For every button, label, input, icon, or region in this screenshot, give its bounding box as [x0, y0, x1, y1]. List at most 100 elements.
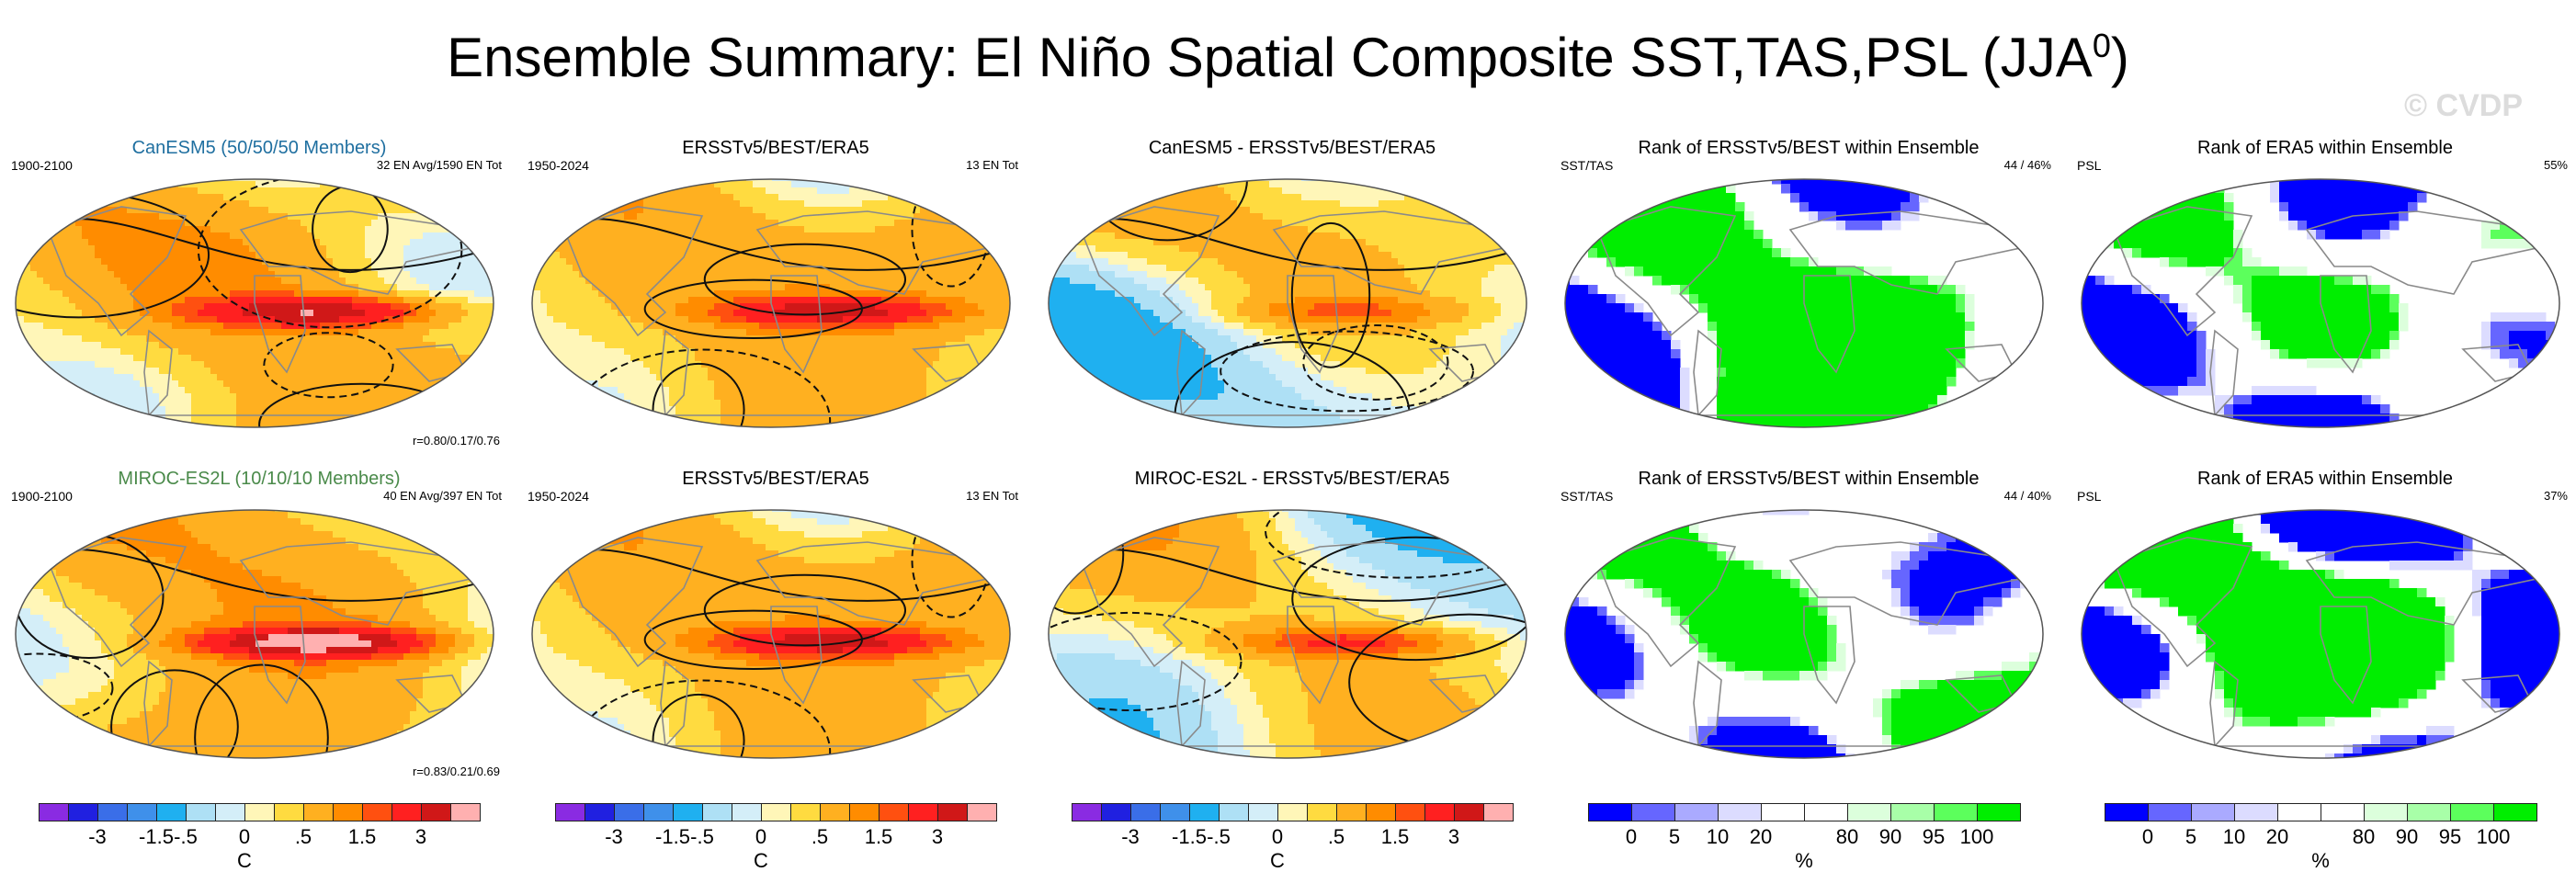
colorbar-tick-label: 80: [1836, 825, 1858, 849]
panel-count-label: 44 / 40%: [2004, 489, 2051, 503]
colorbar-tick-label: 0: [239, 825, 250, 849]
colorbar-tick-label: 95: [2439, 825, 2461, 849]
colorbar-swatch: [1190, 804, 1220, 821]
colorbar-swatch: [674, 804, 703, 821]
colorbar: -3 -1.5 -.5 0 .5 1.5 3 C: [39, 803, 481, 886]
colorbar: 0 5 10 20 80 90 95 100%: [2105, 803, 2546, 886]
colorbar-swatch: [1249, 804, 1278, 821]
colorbar-swatch: [1396, 804, 1425, 821]
map-panel: Rank of ERA5 within Ensemble PSL 37%: [2077, 469, 2573, 790]
colorbar-boxes: [555, 803, 997, 821]
colorbar-swatch: [1484, 804, 1513, 821]
colorbar-swatch: [762, 804, 791, 821]
map-panel: MIROC-ES2L - ERSSTv5/BEST/ERA5: [1044, 469, 1540, 790]
colorbar-swatch: [1072, 804, 1102, 821]
colorbar-tick-label: 100: [2477, 825, 2511, 849]
panel-correlation-label: r=0.80/0.17/0.76: [413, 434, 500, 448]
colorbar-swatch: [1719, 804, 1762, 821]
panel-period-label: 1900-2100: [11, 489, 73, 504]
panel-count-label: 32 EN Avg/1590 EN Tot: [377, 158, 502, 172]
colorbar: -3 -1.5 -.5 0 .5 1.5 3 C: [555, 803, 997, 886]
colorbar-swatch: [1278, 804, 1308, 821]
panel-period-label: SST/TAS: [1560, 158, 1613, 173]
panel-period-label: 1950-2024: [528, 158, 589, 173]
colorbar-tick-label: 10: [2223, 825, 2245, 849]
colorbar-tick-label: 3: [415, 825, 426, 849]
colorbar-tick-label: 1.5: [348, 825, 377, 849]
colorbar-swatch: [2494, 804, 2536, 821]
colorbar-tick-label: 10: [1707, 825, 1729, 849]
colorbar-tick-label: 0: [1626, 825, 1637, 849]
colorbar-swatch: [1805, 804, 1848, 821]
colorbar-swatch: [968, 804, 996, 821]
colorbar-swatch: [703, 804, 732, 821]
colorbar-swatch: [1455, 804, 1484, 821]
colorbar-tick-label: -3: [88, 825, 107, 849]
colorbar-tick-label: -.5: [690, 825, 714, 849]
colorbar: 0 5 10 20 80 90 95 100%: [1588, 803, 2029, 886]
colorbar-swatch: [334, 804, 363, 821]
colorbar-swatch: [2149, 804, 2192, 821]
colorbar-swatch: [791, 804, 821, 821]
colorbar-swatch: [732, 804, 762, 821]
panel-title: MIROC-ES2L - ERSSTv5/BEST/ERA5: [1044, 469, 1540, 490]
colorbar-boxes: [1072, 803, 1514, 821]
colorbar-swatch: [216, 804, 245, 821]
colorbar-swatch: [363, 804, 392, 821]
colorbar-tick-label: 3: [1448, 825, 1459, 849]
colorbar-tick-label: -1.5: [1172, 825, 1207, 849]
colorbar-tick-label: 5: [1669, 825, 1680, 849]
colorbar-swatch: [1161, 804, 1190, 821]
colorbar-boxes: [2105, 803, 2537, 821]
colorbar-unit-label: %: [1795, 849, 1813, 873]
colorbar-swatch: [556, 804, 585, 821]
colorbar-tick-label: 100: [1960, 825, 1994, 849]
composite-map: [531, 178, 1011, 428]
composite-map: [15, 178, 494, 428]
map-panel: CanESM5 - ERSSTv5/BEST/ERA5: [1044, 138, 1540, 459]
colorbar-swatch: [451, 804, 480, 821]
colorbar-unit-label: C: [754, 849, 768, 873]
colorbar-swatch: [69, 804, 98, 821]
colorbar-tick-label: 1.5: [865, 825, 893, 849]
colorbar-swatch: [2451, 804, 2494, 821]
colorbar-swatch: [644, 804, 674, 821]
colorbar-swatch: [392, 804, 422, 821]
colorbar-swatch: [938, 804, 968, 821]
rank-map: [1564, 178, 2044, 428]
panel-title: CanESM5 - ERSSTv5/BEST/ERA5: [1044, 138, 1540, 159]
panel-period-label: 1900-2100: [11, 158, 73, 173]
figure-title-text: Ensemble Summary: El Niño Spatial Compos…: [447, 27, 2093, 88]
map-panel: MIROC-ES2L (10/10/10 Members) 1900-2100 40…: [11, 469, 507, 790]
colorbar-swatch: [245, 804, 275, 821]
map-panel: ERSSTv5/BEST/ERA5 1950-2024 13 EN Tot: [528, 138, 1024, 459]
colorbar-swatch: [1367, 804, 1396, 821]
colorbar-swatch: [2365, 804, 2408, 821]
colorbar-tick-label: 0: [1272, 825, 1283, 849]
colorbar-tick-label: 20: [2266, 825, 2288, 849]
colorbar-tick-label: 95: [1923, 825, 1945, 849]
colorbar-tick-label: -3: [1121, 825, 1140, 849]
colorbar-swatch: [1632, 804, 1675, 821]
panel-title: Rank of ERSSTv5/BEST within Ensemble: [1560, 469, 2057, 490]
colorbar-swatch: [1308, 804, 1337, 821]
colorbar-tick-label: -.5: [174, 825, 198, 849]
colorbar-swatch: [187, 804, 216, 821]
composite-map: [531, 509, 1011, 759]
panel-count-label: 55%: [2544, 158, 2568, 172]
colorbar-tick-label: -1.5: [139, 825, 174, 849]
colorbar-swatch: [1762, 804, 1805, 821]
panel-count-label: 44 / 46%: [2004, 158, 2051, 172]
colorbar-swatch: [2408, 804, 2451, 821]
colorbar-tick-label: 1.5: [1381, 825, 1410, 849]
panel-title: Rank of ERA5 within Ensemble: [2077, 138, 2573, 159]
colorbar-swatch: [1978, 804, 2020, 821]
colorbar-tick-label: 90: [2396, 825, 2418, 849]
colorbar-swatch: [2321, 804, 2365, 821]
map-panel: ERSSTv5/BEST/ERA5 1950-2024 13 EN Tot: [528, 469, 1024, 790]
composite-map: [1048, 178, 1527, 428]
figure-title-superscript: 0: [2093, 27, 2111, 64]
map-panel: Rank of ERSSTv5/BEST within Ensemble SST/…: [1560, 469, 2057, 790]
colorbar-tick-label: -3: [605, 825, 623, 849]
colorbar-tick-label: .5: [295, 825, 312, 849]
